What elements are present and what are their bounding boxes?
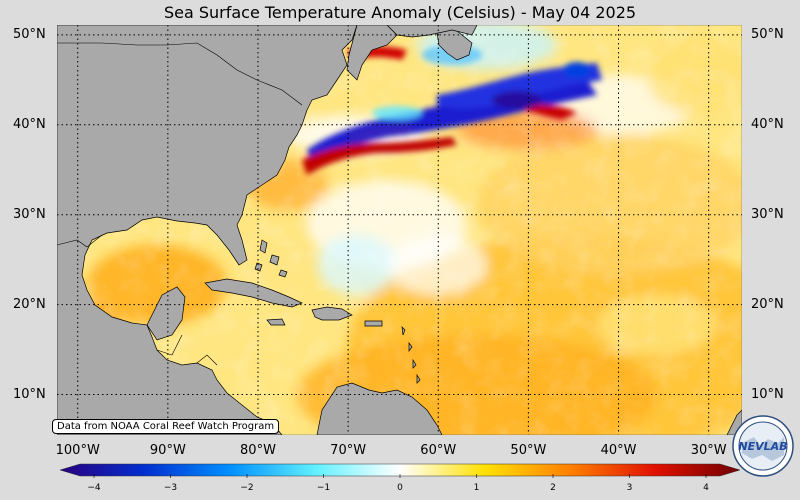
map-title: Sea Surface Temperature Anomaly (Celsius… xyxy=(163,3,637,22)
colorbar-tick-label: 4 xyxy=(703,483,709,493)
lon-label: 90°W xyxy=(149,443,186,458)
lon-label: 40°W xyxy=(600,443,637,458)
lon-label: 30°W xyxy=(690,443,727,458)
data-credit-label: Data from NOAA Coral Reef Watch Program xyxy=(52,419,280,434)
lat-label-right: 30°N xyxy=(751,206,784,222)
land-cuba xyxy=(204,278,303,308)
colorbar-tick-label: −4 xyxy=(87,483,101,493)
land-hispaniola xyxy=(311,306,353,321)
land-puerto-rico xyxy=(364,320,383,327)
land-north-america xyxy=(57,25,358,435)
lon-label: 50°W xyxy=(510,443,547,458)
sst-anomaly-map xyxy=(57,25,742,435)
land-bahamas xyxy=(254,239,288,278)
lon-label: 70°W xyxy=(330,443,367,458)
land-yucatan xyxy=(146,286,186,341)
lon-label: 60°W xyxy=(420,443,457,458)
lat-label-right: 50°N xyxy=(751,26,784,42)
colorbar xyxy=(60,463,740,478)
lat-label-right: 20°N xyxy=(751,296,784,312)
logo-text: NEVLAB xyxy=(738,440,787,453)
colorbar-tick-label: −1 xyxy=(316,483,331,493)
graticule xyxy=(57,25,742,435)
lat-label-left: 20°N xyxy=(13,296,46,312)
colorbar-tick-label: 3 xyxy=(626,483,633,493)
lon-label: 80°W xyxy=(240,443,276,458)
nev-lab-logo-icon: NEVLAB xyxy=(732,415,794,477)
lat-label-left: 50°N xyxy=(13,26,46,42)
lat-label-right: 10°N xyxy=(751,386,784,402)
borders xyxy=(57,42,303,366)
colorbar-tick-label: −3 xyxy=(163,483,178,493)
land-lesser-antilles xyxy=(401,326,421,384)
colorbar-tick-label: 0 xyxy=(397,483,403,493)
lon-label: 100°W xyxy=(55,443,100,458)
lat-label-left: 40°N xyxy=(13,116,46,132)
lat-label-left: 10°N xyxy=(13,386,46,402)
colorbar-tick-label: −2 xyxy=(240,483,254,493)
colorbar-tick-label: 2 xyxy=(550,483,556,493)
colorbar-body xyxy=(60,463,740,477)
colorbar-tick-label: 1 xyxy=(473,483,480,493)
lat-label-right: 40°N xyxy=(751,116,784,132)
lat-label-left: 30°N xyxy=(13,206,46,222)
land-jamaica xyxy=(266,318,286,326)
